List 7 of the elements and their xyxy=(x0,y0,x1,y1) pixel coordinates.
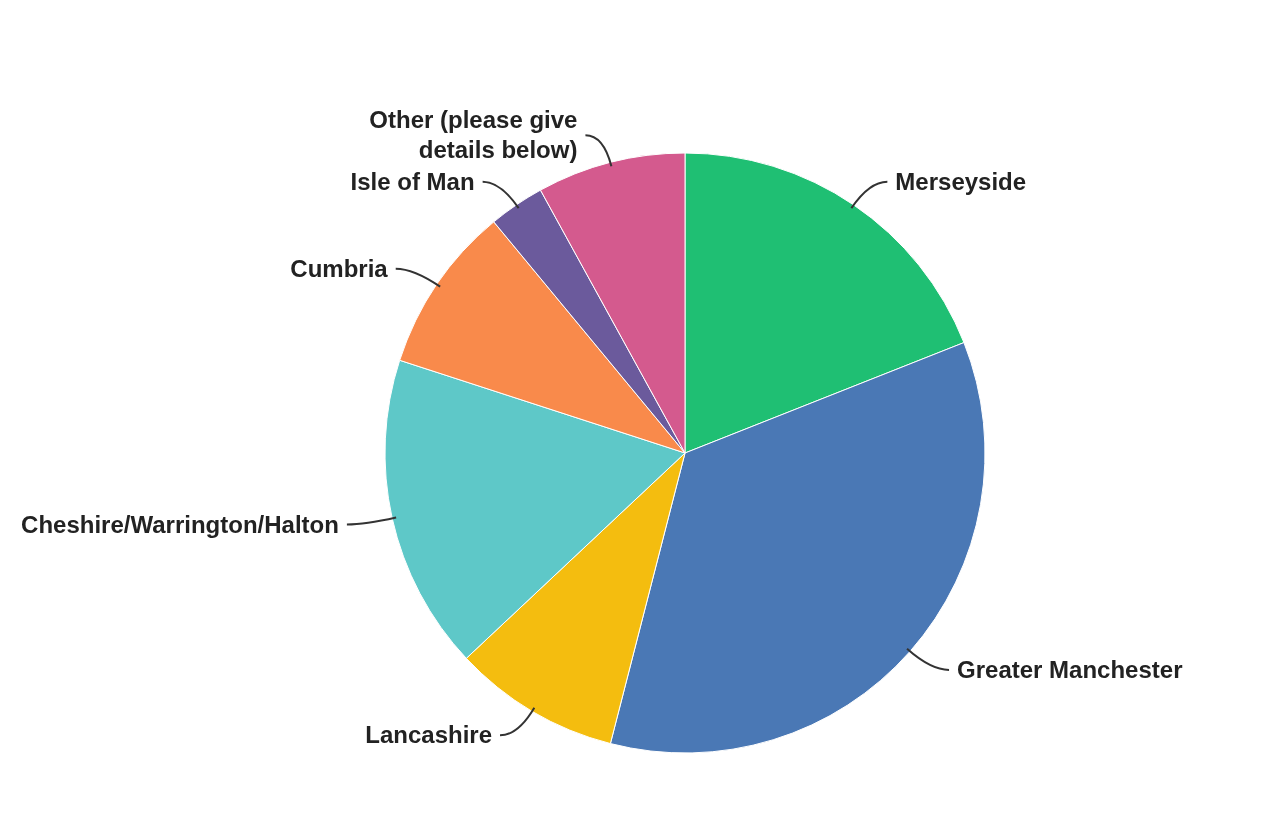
slice-label: Cheshire/Warrington/Halton xyxy=(21,510,339,538)
slice-label: Other (please give details below) xyxy=(369,106,578,164)
slice-label: Greater Manchester xyxy=(957,655,1183,683)
slice-label: Merseyside xyxy=(895,167,1027,195)
slice-label: Isle of Man xyxy=(350,167,475,195)
slice-label: Lancashire xyxy=(365,721,493,749)
slice-label: Cumbria xyxy=(290,254,389,282)
